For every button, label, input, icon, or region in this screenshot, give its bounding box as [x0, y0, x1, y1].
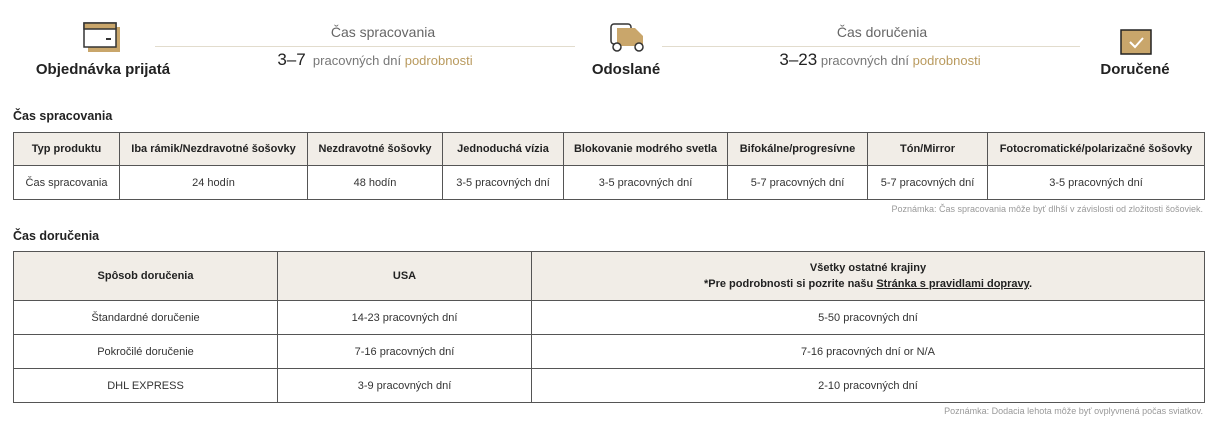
delivery-details-link[interactable]: podrobnosti [912, 53, 981, 68]
header-cell: Všetky ostatné krajiny *Pre podrobnosti … [531, 251, 1205, 301]
header-cell: Tón/Mirror [867, 132, 988, 166]
cell: 3-5 pracovných dní [563, 165, 728, 200]
timeline-divider [155, 46, 575, 47]
delivery-range: 3–23 [779, 50, 818, 69]
truck-icon [609, 22, 647, 52]
segment-processing-value: 3–7 pracovných dní podrobnosti [277, 50, 472, 70]
cell: 5-7 pracovných dní [867, 165, 988, 200]
cell: 7-16 pracovných dní [277, 334, 532, 369]
header-cell: Bifokálne/progresívne [727, 132, 868, 166]
segment-delivery-title: Čas doručenia [836, 24, 928, 40]
calendar-check-icon [1119, 28, 1155, 56]
processing-range: 3–7 [277, 50, 306, 69]
cell: Štandardné doručenie [13, 300, 278, 335]
table-row: DHL EXPRESS 3-9 pracovných dní 2-10 prac… [13, 368, 1205, 403]
table-row: Čas spracovania 24 hodín 48 hodín 3-5 pr… [13, 165, 1205, 200]
credit-card-icon [83, 22, 123, 54]
processing-unit: pracovných dní [312, 53, 402, 68]
delivery-table: Spôsob doručenia USA Všetky ostatné kraj… [13, 251, 1205, 403]
header-cell: USA [277, 251, 532, 301]
shipping-policy-link[interactable]: Stránka s pravidlami dopravy [876, 278, 1029, 290]
header-cell: Spôsob doručenia [13, 251, 278, 301]
processing-table: Typ produktu Iba rámik/Nezdravotné šošov… [13, 132, 1205, 200]
header-label: Všetky ostatné krajiny [809, 262, 927, 274]
delivery-section-title: Čas doručenia [13, 229, 100, 243]
table-row: Štandardné doručenie 14-23 pracovných dn… [13, 300, 1205, 335]
processing-section-title: Čas spracovania [13, 109, 113, 123]
delivery-note: Poznámka: Dodacia lehota môže byť ovplyv… [944, 406, 1203, 416]
processing-note: Poznámka: Čas spracovania môže byť dlhší… [891, 204, 1203, 214]
cell: Čas spracovania [13, 165, 120, 200]
segment-delivery-value: 3–23 pracovných dní podrobnosti [779, 50, 980, 70]
header-cell: Fotocromatické/polarizačné šošovky [987, 132, 1205, 166]
header-cell: Iba rámik/Nezdravotné šošovky [119, 132, 308, 166]
header-cell: Blokovanie modrého svetla [563, 132, 728, 166]
header-cell: Nezdravotné šošovky [307, 132, 443, 166]
cell: 3-5 pracovných dní [987, 165, 1205, 200]
cell: DHL EXPRESS [13, 368, 278, 403]
header-cell: Typ produktu [13, 132, 120, 166]
timeline-divider [662, 46, 1080, 47]
step-shipped: Odoslané [591, 61, 661, 78]
step-delivered: Doručené [1100, 61, 1170, 78]
delivery-unit: pracovných dní [820, 53, 910, 68]
cell: Pokročilé doručenie [13, 334, 278, 369]
header-note-suffix: . [1028, 278, 1033, 290]
cell: 14-23 pracovných dní [277, 300, 532, 335]
cell: 2-10 pracovných dní [531, 368, 1205, 403]
table-row: Pokročilé doručenie 7-16 pracovných dní … [13, 334, 1205, 369]
step-order-received: Objednávka prijatá [35, 61, 171, 78]
cell: 3-9 pracovných dní [277, 368, 532, 403]
segment-processing-title: Čas spracovania [330, 24, 436, 40]
cell: 5-50 pracovných dní [531, 300, 1205, 335]
cell: 5-7 pracovných dní [727, 165, 868, 200]
cell: 7-16 pracovných dní or N/A [531, 334, 1205, 369]
cell: 3-5 pracovných dní [442, 165, 564, 200]
cell: 48 hodín [307, 165, 443, 200]
table-header-row: Typ produktu Iba rámik/Nezdravotné šošov… [13, 132, 1205, 166]
header-note: *Pre podrobnosti si pozrite našu [703, 278, 877, 290]
cell: 24 hodín [119, 165, 308, 200]
header-cell: Jednoduchá vízia [442, 132, 564, 166]
processing-details-link[interactable]: podrobnosti [404, 53, 473, 68]
table-header-row: Spôsob doručenia USA Všetky ostatné kraj… [13, 251, 1205, 301]
